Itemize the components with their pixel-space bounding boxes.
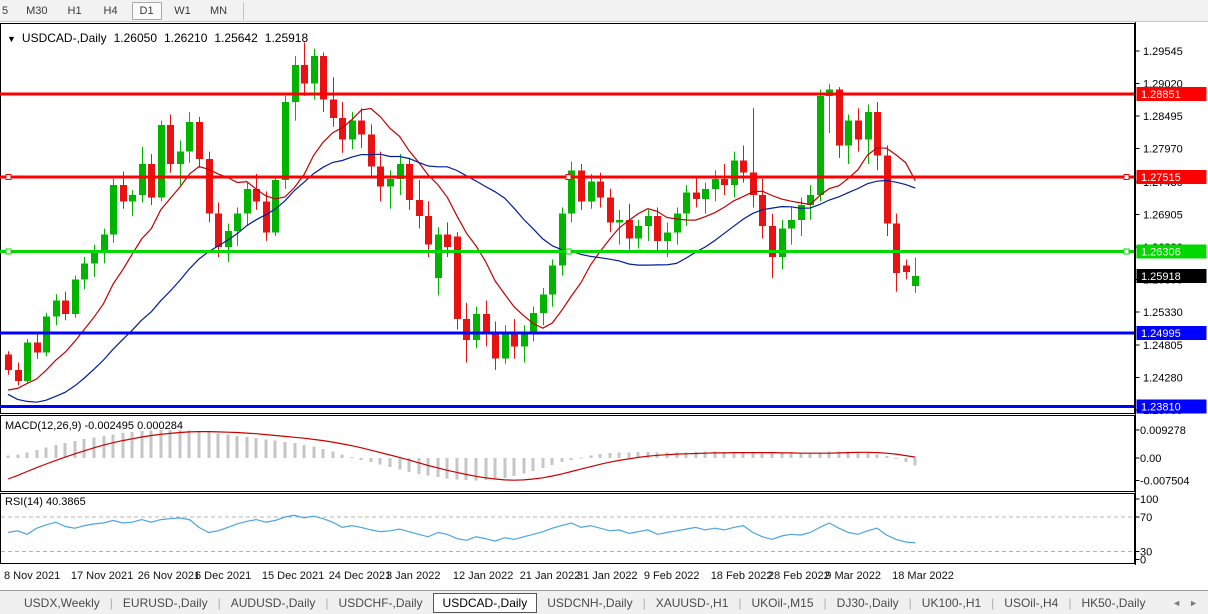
x-axis-date: 21 Jan 2022: [519, 570, 581, 582]
tab-separator: |: [642, 595, 646, 610]
tab-usdchf-daily[interactable]: USDCHF-,Daily: [338, 595, 423, 610]
timeframe-button-h1[interactable]: H1: [67, 4, 82, 17]
timeframe-toolbar: 5 M30 H1 H4 D1 W1 MN: [0, 0, 1208, 22]
x-axis-date: 18 Mar 2022: [892, 570, 954, 582]
tab-eurusd-daily[interactable]: EURUSD-,Daily: [122, 595, 208, 610]
current-price-badge: 1.25918: [1141, 271, 1181, 283]
timeframe-button-m30[interactable]: M30: [26, 4, 48, 17]
tab-scroll-left-icon[interactable]: ◄: [1172, 597, 1182, 608]
ohlc-open: 1.26050: [113, 31, 157, 45]
tab-dj30-daily[interactable]: DJ30-,Daily: [836, 595, 899, 610]
tab-usoil-h4[interactable]: USOil-,H4: [1004, 595, 1059, 610]
tab-separator: |: [325, 595, 329, 610]
macd-indicator-label: MACD(12,26,9) -0.002495 0.000284: [5, 420, 183, 432]
tab-separator: |: [738, 595, 742, 610]
macd-axis-tick: 0.009278: [1140, 425, 1186, 437]
tab-audusd-daily[interactable]: AUDUSD-,Daily: [230, 595, 316, 610]
chart-title: ▼ USDCAD-,Daily 1.26050 1.26210 1.25642 1.259…: [7, 31, 308, 45]
macd-axis-tick: -0.007504: [1140, 476, 1190, 488]
rsi-axis-tick: 100: [1140, 494, 1158, 506]
x-axis-date: 24 Dec 2021: [328, 570, 392, 582]
tab-separator: |: [908, 595, 912, 610]
x-axis-date: 9 Mar 2022: [825, 570, 881, 582]
price-axis-tick: 1.27970: [1143, 144, 1183, 156]
ma-fast-line: [7, 107, 916, 391]
x-axis-date: 26 Nov 2021: [137, 570, 201, 582]
tab-separator: |: [823, 595, 827, 610]
price-axis-tick: 1.28495: [1143, 111, 1183, 123]
toolbar-divider: [242, 1, 244, 20]
price-line-badge: 1.27515: [1141, 172, 1181, 184]
ohlc-high: 1.26210: [164, 31, 208, 45]
ma-slow-line: [7, 153, 916, 403]
x-axis-date: 6 Dec 2021: [195, 570, 252, 582]
x-axis-dates: 8 Nov 2021 17 Nov 2021 26 Nov 2021 6 Dec 20…: [0, 565, 1208, 590]
tab-usdcad-daily[interactable]: USDCAD-,Daily: [432, 592, 538, 613]
price-axis-tick: 1.24280: [1143, 372, 1183, 384]
tab-ukoil-m15[interactable]: UKOil-,M15: [751, 595, 814, 610]
tab-usdx-weekly[interactable]: USDX,Weekly: [24, 595, 100, 610]
tab-usdcnh-daily[interactable]: USDCNH-,Daily: [547, 595, 633, 610]
rsi-axis-tick: 70: [1140, 512, 1152, 524]
price-axis-tick: 1.24805: [1143, 340, 1183, 352]
ohlc-low: 1.25642: [214, 31, 258, 45]
x-axis-date: 8 Nov 2021: [4, 570, 61, 582]
x-axis-date: 12 Jan 2022: [452, 570, 514, 582]
timeframe-button-h4[interactable]: H4: [103, 4, 118, 17]
x-axis-date: 18 Feb 2022: [710, 570, 773, 582]
price-line-badge: 1.28851: [1141, 89, 1181, 101]
x-axis-date: 17 Nov 2021: [70, 570, 134, 582]
tab-scroll-right-icon[interactable]: ►: [1189, 597, 1198, 608]
tab-separator: |: [217, 595, 221, 610]
chart-symbol-period: USDCAD-,Daily: [21, 31, 107, 45]
rsi-axis-tick: 0: [1140, 555, 1146, 566]
tab-separator: |: [1068, 595, 1072, 610]
price-axis-tick: 1.26905: [1143, 210, 1183, 222]
chart-canvas[interactable]: 1.295451.290201.284951.279701.274301.269…: [0, 22, 1208, 565]
x-axis-date: 15 Dec 2021: [261, 570, 325, 582]
price-line-badge: 1.26306: [1141, 247, 1181, 259]
rsi-axis-tick: 30: [1140, 547, 1152, 559]
timeframe-button-d1[interactable]: D1: [131, 1, 162, 20]
macd-axis-tick: 0.00: [1140, 453, 1161, 465]
tab-xauusd-h1[interactable]: XAUUSD-,H1: [655, 595, 729, 610]
rsi-indicator-label: RSI(14) 40.3865: [5, 496, 86, 508]
chart-dropdown-icon[interactable]: ▼: [7, 34, 16, 44]
tab-separator: |: [109, 595, 113, 610]
tab-uk100-h1[interactable]: UK100-,H1: [921, 595, 982, 610]
x-axis-date: 9 Feb 2022: [643, 570, 700, 582]
price-line-badge: 1.23810: [1141, 401, 1181, 413]
timeframe-button-mn[interactable]: MN: [209, 4, 228, 17]
price-line-badge: 1.24995: [1141, 328, 1181, 340]
x-axis-date: 3 Jan 2022: [386, 570, 441, 582]
timeframe-button-5[interactable]: 5: [2, 4, 9, 17]
tab-separator: |: [991, 595, 995, 610]
price-axis-tick: 1.29545: [1143, 46, 1183, 58]
x-axis-date: 31 Jan 2022: [577, 570, 638, 582]
price-axis-tick: 1.25330: [1143, 307, 1183, 319]
symbol-tab-bar: USDX,Weekly | EURUSD-,Daily | AUDUSD-,Daily |…: [0, 590, 1208, 614]
tab-hk50-daily[interactable]: HK50-,Daily: [1081, 595, 1146, 610]
timeframe-button-w1[interactable]: W1: [174, 4, 191, 17]
x-axis-date: 28 Feb 2022: [768, 570, 830, 582]
ohlc-close: 1.25918: [264, 31, 309, 45]
